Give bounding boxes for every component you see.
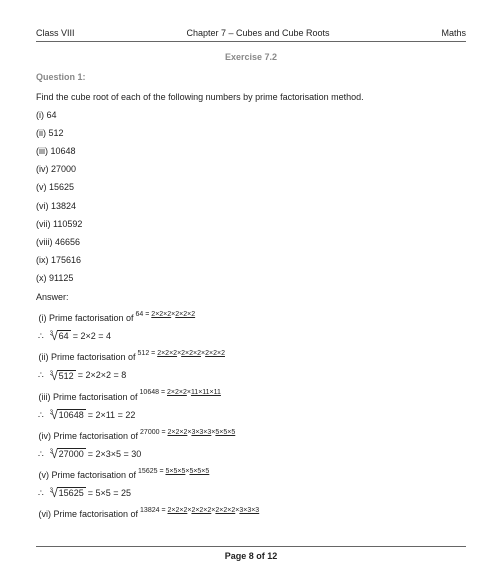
number-raised: 13824 = 2×2×2×2×2×2×2×2×2×3×3×3 (140, 504, 259, 517)
number-raised: 512 = 2×2×2×2×2×2×2×2×2 (138, 347, 225, 360)
factorisation-text: (iv) Prime factorisation of (36, 428, 138, 445)
factorisation-line: (i) Prime factorisation of 64 = 2×2×2×2×… (36, 310, 466, 327)
cuberoot-line: ∴ 3√64 = 2×2 = 4 (38, 328, 466, 345)
number-raised: 27000 = 2×2×2×3×3×3×5×5×5 (140, 426, 235, 439)
solutions-block: (i) Prime factorisation of 64 = 2×2×2×2×… (36, 310, 466, 523)
therefore-symbol: ∴ (38, 485, 44, 502)
root-result: = 2×3×5 = 30 (88, 446, 142, 463)
question-body: Find the cube root of each of the follow… (36, 89, 466, 523)
question-number: Question 1: (36, 72, 466, 82)
page-header: Class VIII Chapter 7 – Cubes and Cube Ro… (36, 28, 466, 42)
factorisation-line: (vi) Prime factorisation of 13824 = 2×2×… (36, 506, 466, 523)
factorisation-text: (vi) Prime factorisation of (36, 506, 138, 523)
factorisation-line: (v) Prime factorisation of 15625 = 5×5×5… (36, 467, 466, 484)
list-item: (iii) 10648 (36, 143, 466, 160)
list-item: (viii) 46656 (36, 234, 466, 251)
list-item: (iv) 27000 (36, 161, 466, 178)
factorisation-line: (ii) Prime factorisation of 512 = 2×2×2×… (36, 349, 466, 366)
factorisation-line: (iv) Prime factorisation of 27000 = 2×2×… (36, 428, 466, 445)
factorisation-text: (v) Prime factorisation of (36, 467, 136, 484)
root-result: = 2×11 = 22 (88, 407, 136, 424)
list-item: (vi) 13824 (36, 198, 466, 215)
therefore-symbol: ∴ (38, 328, 44, 345)
list-item: (v) 15625 (36, 179, 466, 196)
root-result: = 2×2 = 4 (73, 328, 111, 345)
cuberoot-line: ∴ 3√512 = 2×2×2 = 8 (38, 367, 466, 384)
factorisation-line: (iii) Prime factorisation of 10648 = 2×2… (36, 389, 466, 406)
factorisation-text: (iii) Prime factorisation of (36, 389, 138, 406)
cuberoot-line: ∴ 3√27000 = 2×3×5 = 30 (38, 446, 466, 463)
therefore-symbol: ∴ (38, 446, 44, 463)
header-subject: Maths (441, 28, 466, 38)
list-item: (ix) 175616 (36, 252, 466, 269)
answer-label: Answer: (36, 289, 466, 306)
therefore-symbol: ∴ (38, 367, 44, 384)
question-prompt: Find the cube root of each of the follow… (36, 89, 466, 106)
cube-root: 3√27000 (48, 448, 86, 461)
header-class: Class VIII (36, 28, 75, 38)
number-raised: 64 = 2×2×2×2×2×2 (136, 308, 196, 321)
factorisation-text: (ii) Prime factorisation of (36, 349, 136, 366)
cube-root: 3√15625 (48, 487, 86, 500)
header-chapter: Chapter 7 – Cubes and Cube Roots (186, 28, 329, 38)
list-item: (i) 64 (36, 107, 466, 124)
number-raised: 10648 = 2×2×2×11×11×11 (140, 386, 221, 399)
page-footer: Page 8 of 12 (36, 546, 466, 561)
root-result: = 2×2×2 = 8 (78, 367, 127, 384)
list-item: (vii) 110592 (36, 216, 466, 233)
root-result: = 5×5 = 25 (88, 485, 131, 502)
cube-root: 3√64 (48, 330, 71, 343)
cuberoot-line: ∴ 3√10648 = 2×11 = 22 (38, 407, 466, 424)
cube-root: 3√512 (48, 370, 76, 383)
cube-root: 3√10648 (48, 409, 86, 422)
list-item: (x) 91125 (36, 270, 466, 287)
number-raised: 15625 = 5×5×5×5×5×5 (138, 465, 209, 478)
exercise-title: Exercise 7.2 (36, 52, 466, 62)
factorisation-text: (i) Prime factorisation of (36, 310, 134, 327)
therefore-symbol: ∴ (38, 407, 44, 424)
cuberoot-line: ∴ 3√15625 = 5×5 = 25 (38, 485, 466, 502)
list-item: (ii) 512 (36, 125, 466, 142)
